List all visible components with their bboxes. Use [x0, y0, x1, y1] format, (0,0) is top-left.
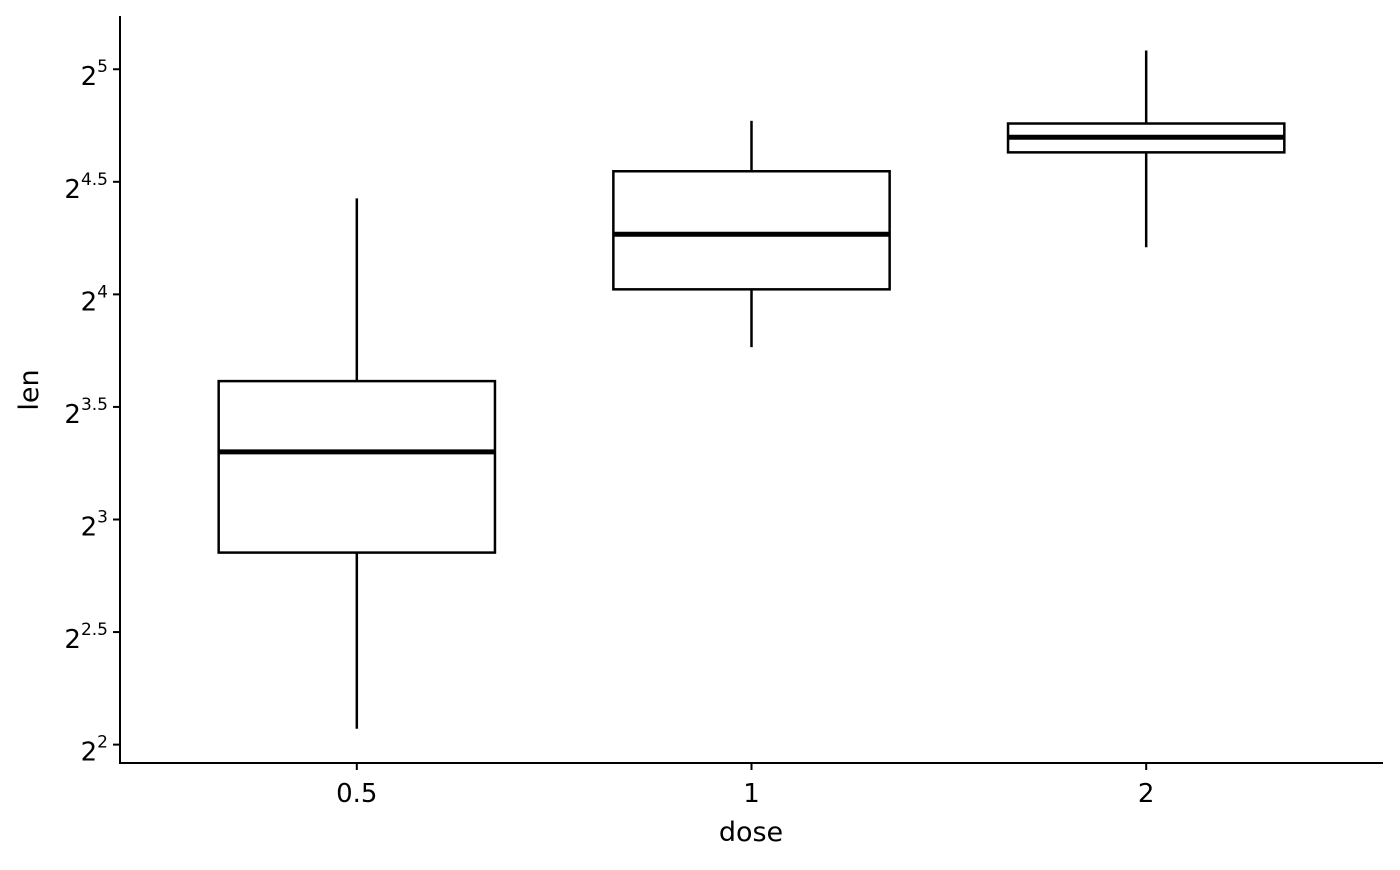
- box-2: [1006, 50, 1286, 248]
- y-tick-label: 24.5: [64, 170, 108, 205]
- x-axis-title: dose: [719, 817, 783, 848]
- plot-marks: [217, 50, 1286, 729]
- y-tick-label: 23: [81, 507, 108, 542]
- iqr-box: [612, 169, 891, 291]
- y-tick-label: 25: [81, 57, 108, 92]
- x-tick-label: 0.5: [336, 779, 377, 809]
- y-tick-label: 24: [81, 282, 108, 317]
- x-tick-label: 2: [1138, 779, 1155, 809]
- y-tick-label: 22: [81, 733, 108, 768]
- y-tick-label: 22.5: [64, 620, 108, 655]
- x-ticks: 0.5 1 2: [336, 763, 1154, 809]
- y-ticks: 22 22.5 23 23.5 24 24.5 25: [64, 57, 120, 768]
- box-0.5: [217, 198, 497, 729]
- iqr-box: [217, 379, 497, 554]
- y-tick-label: 23.5: [64, 395, 108, 430]
- box-1: [612, 120, 891, 348]
- x-tick-label: 1: [743, 779, 760, 809]
- y-axis-title: len: [14, 369, 45, 410]
